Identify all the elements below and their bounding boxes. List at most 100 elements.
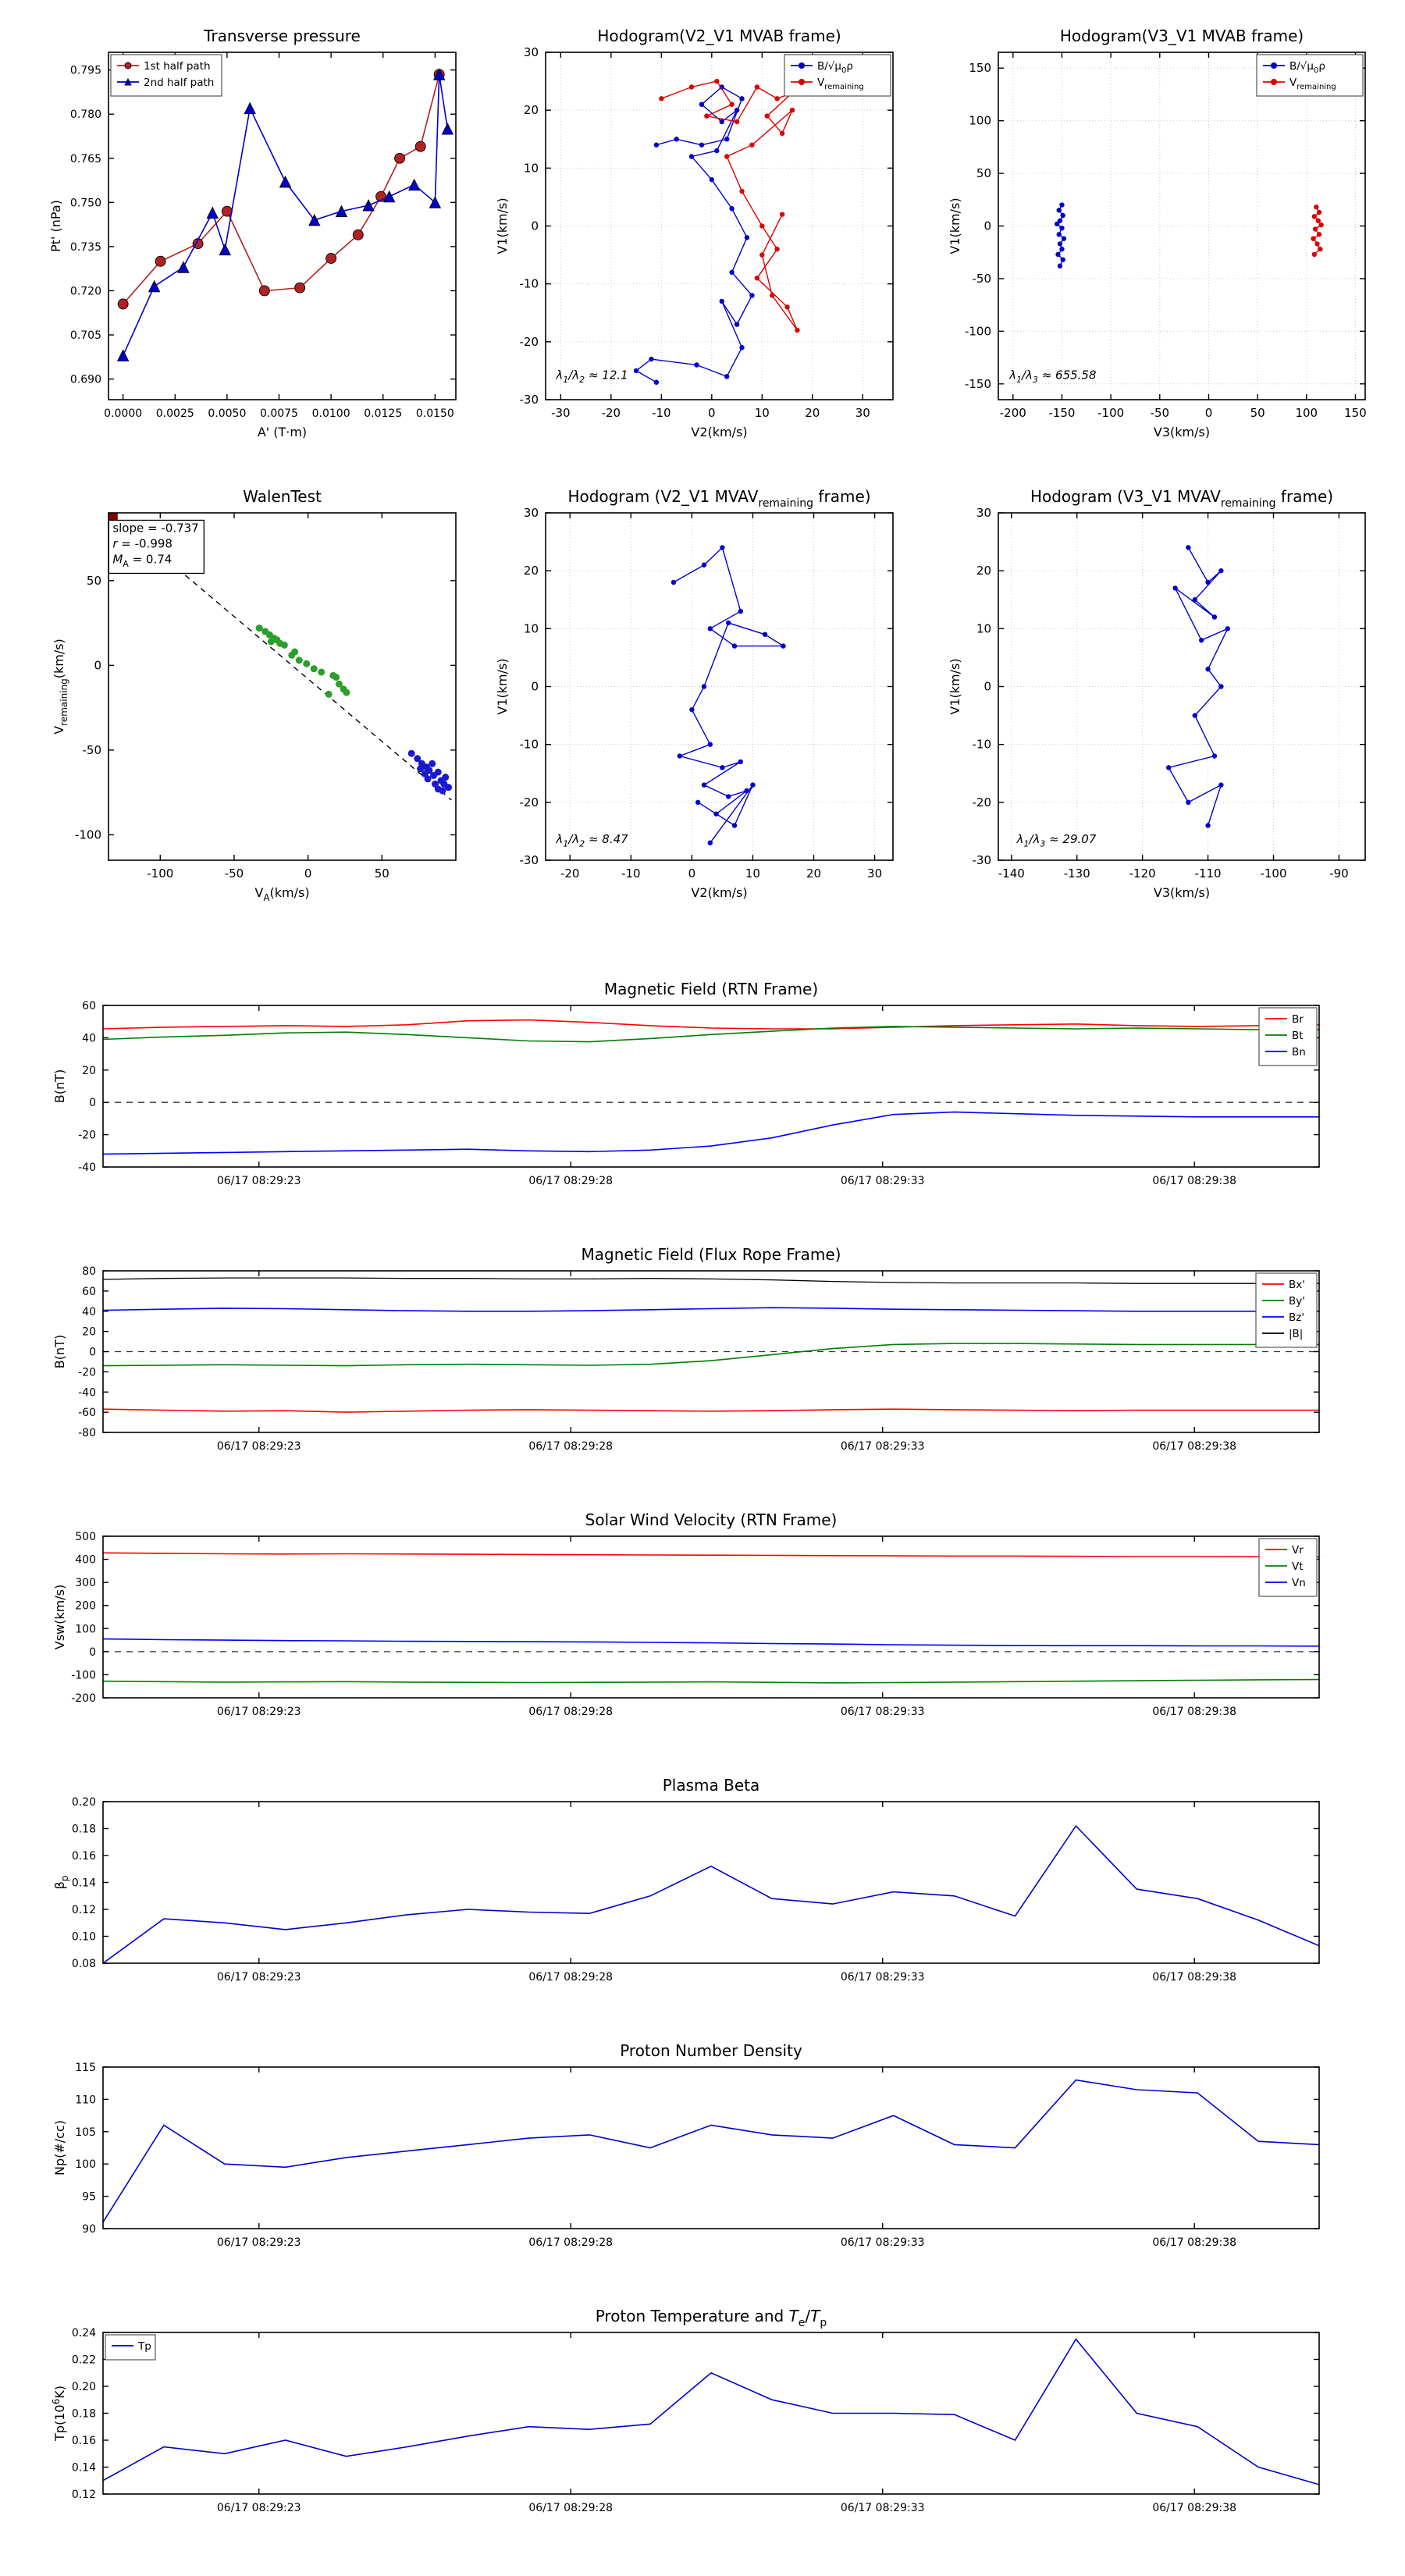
svg-text:30: 30: [524, 506, 539, 520]
svg-text:0.750: 0.750: [70, 197, 101, 209]
svg-text:40: 40: [82, 1306, 96, 1318]
svg-text:20: 20: [805, 406, 820, 420]
svg-text:-90: -90: [1329, 866, 1349, 881]
svg-text:-10: -10: [973, 738, 992, 752]
svg-text:06/17 08:29:33: 06/17 08:29:33: [841, 1440, 925, 1453]
svg-text:0.14: 0.14: [72, 2462, 96, 2475]
svg-text:-140: -140: [998, 866, 1025, 881]
plasma-beta-plot: 06/17 08:29:23 06/17 08:29:28 06/17 08:29:…: [52, 1776, 1320, 1984]
svg-text:06/17 08:29:38: 06/17 08:29:38: [1152, 1440, 1236, 1453]
vsw-rtn-plot: 06/17 08:29:23 06/17 08:29:28 06/17 08:29:…: [52, 1510, 1320, 1718]
svg-text:0.705: 0.705: [70, 329, 101, 342]
svg-text:100: 100: [75, 2158, 96, 2171]
svg-text:06/17 08:29:23: 06/17 08:29:23: [217, 1706, 301, 1718]
svg-text:V1(km/s): V1(km/s): [495, 658, 510, 714]
svg-text:20: 20: [82, 1065, 96, 1077]
svg-text:Proton Number Density: Proton Number Density: [620, 2041, 802, 2060]
svg-text:0.0000: 0.0000: [104, 407, 142, 420]
svg-text:06/17 08:29:33: 06/17 08:29:33: [841, 1971, 925, 1984]
svg-text:100: 100: [969, 114, 991, 128]
svg-text:λ1/λ2 ≈ 8.47: λ1/λ2 ≈ 8.47: [555, 832, 628, 849]
svg-text:-200: -200: [71, 1692, 96, 1705]
svg-text:06/17 08:29:23: 06/17 08:29:23: [217, 2236, 301, 2249]
svg-text:-30: -30: [973, 853, 992, 867]
svg-text:MA = 0.74: MA = 0.74: [112, 552, 172, 569]
svg-text:10: 10: [524, 621, 539, 635]
svg-text:0.24: 0.24: [72, 2327, 96, 2339]
proton-density-plot: 06/17 08:29:23 06/17 08:29:28 06/17 08:29:…: [52, 2041, 1320, 2249]
svg-text:0.0050: 0.0050: [208, 407, 246, 420]
svg-text:06/17 08:29:38: 06/17 08:29:38: [1152, 2502, 1236, 2514]
svg-text:0: 0: [89, 1097, 96, 1109]
svg-text:Vremaining: Vremaining: [817, 76, 864, 91]
svg-text:V1(km/s): V1(km/s): [948, 658, 962, 714]
svg-text:-50: -50: [973, 272, 992, 286]
svg-text:0: 0: [304, 866, 312, 881]
svg-text:60: 60: [82, 1286, 96, 1298]
svg-text:06/17 08:29:28: 06/17 08:29:28: [528, 1706, 613, 1718]
svg-text:40: 40: [82, 1032, 96, 1044]
svg-text:slope = -0.737: slope = -0.737: [112, 521, 198, 535]
svg-text:0.765: 0.765: [70, 153, 101, 165]
svg-text:Vremaining: Vremaining: [1289, 76, 1336, 91]
svg-text:20: 20: [806, 866, 821, 881]
svg-text:0: 0: [89, 1646, 96, 1659]
svg-text:20: 20: [524, 103, 539, 117]
svg-text:-10: -10: [520, 277, 539, 291]
svg-text:Magnetic Field (RTN Frame): Magnetic Field (RTN Frame): [604, 980, 818, 998]
svg-text:200: 200: [75, 1600, 96, 1613]
svg-text:06/17 08:29:38: 06/17 08:29:38: [1152, 2236, 1236, 2249]
svg-text:20: 20: [976, 564, 991, 578]
svg-text:0: 0: [89, 1347, 96, 1359]
svg-text:90: 90: [82, 2223, 96, 2236]
svg-text:0: 0: [1205, 406, 1213, 420]
svg-text:50: 50: [375, 866, 389, 881]
svg-text:0.08: 0.08: [72, 1958, 96, 1970]
hodogram-v3v1-mvab-plot: -200 -150 -100 -50 0 50 100 150 -150 -100 -50 0 50 10…: [948, 27, 1367, 439]
bfield-fluxrope-plot: 06/17 08:29:23 06/17 08:29:28 06/17 08:29:…: [52, 1245, 1320, 1453]
hodogram-v2v1-mvab-plot: -30 -20 -10 0 10 20 30 -30 -20 -10 0 10 20 30 Hodogram…: [495, 27, 894, 439]
svg-text:-10: -10: [621, 866, 641, 881]
svg-text:Bx': Bx': [1289, 1279, 1305, 1291]
svg-text:A' (T·m): A' (T·m): [258, 425, 307, 439]
svg-text:0.795: 0.795: [70, 65, 101, 77]
svg-text:06/17 08:29:33: 06/17 08:29:33: [841, 2236, 925, 2249]
svg-text:Proton Temperature and Te/Tp: Proton Temperature and Te/Tp: [596, 2307, 827, 2329]
svg-text:λ1/λ3 ≈ 29.07: λ1/λ3 ≈ 29.07: [1016, 832, 1097, 849]
svg-text:-130: -130: [1064, 866, 1090, 881]
svg-text:Pt' (nPa): Pt' (nPa): [48, 200, 63, 252]
svg-text:150: 150: [969, 61, 991, 75]
svg-text:115: 115: [75, 2062, 96, 2074]
svg-text:Tp: Tp: [137, 2340, 151, 2353]
svg-text:300: 300: [75, 1577, 96, 1589]
svg-text:30: 30: [867, 866, 882, 881]
svg-text:0: 0: [984, 680, 991, 694]
svg-text:-30: -30: [551, 406, 571, 420]
bfield-rtn-plot: 06/17 08:29:23 06/17 08:29:28 06/17 08:29:…: [52, 980, 1320, 1187]
svg-text:06/17 08:29:23: 06/17 08:29:23: [217, 1175, 301, 1187]
svg-text:βp: βp: [52, 1876, 70, 1890]
svg-text:30: 30: [524, 45, 539, 59]
svg-text:0: 0: [984, 219, 991, 233]
svg-text:0: 0: [688, 866, 696, 881]
svg-text:-20: -20: [520, 795, 539, 809]
svg-text:20: 20: [524, 564, 539, 578]
svg-text:-20: -20: [560, 866, 580, 881]
transverse-pressure-plot: 0.0000 0.0025 0.0050 0.0075 0.0100 0.0125 0.01…: [48, 27, 457, 439]
svg-text:06/17 08:29:38: 06/17 08:29:38: [1152, 1706, 1236, 1718]
svg-text:Br: Br: [1292, 1013, 1304, 1026]
svg-text:06/17 08:29:23: 06/17 08:29:23: [217, 1440, 301, 1453]
svg-text:Vr: Vr: [1292, 1544, 1304, 1557]
svg-text:95: 95: [82, 2191, 96, 2204]
hodogram-v2v1-mvavr-plot: -20 -10 0 10 20 30 -30 -20 -10 0 10 20 30 Hodogram (V…: [495, 487, 894, 900]
svg-text:0: 0: [531, 219, 539, 233]
svg-text:500: 500: [75, 1531, 96, 1543]
svg-text:Hodogram (V2_V1 MVAVremaining: Hodogram (V2_V1 MVAVremaining frame): [567, 487, 870, 510]
svg-text:B(nT): B(nT): [52, 1335, 67, 1368]
svg-text:-200: -200: [1000, 406, 1026, 420]
chart-proton-temperature: 06/17 08:29:23 06/17 08:29:28 06/17 08:29:…: [47, 2303, 1327, 2537]
svg-text:-50: -50: [83, 743, 102, 757]
svg-text:λ1/λ3 ≈ 655.58: λ1/λ3 ≈ 655.58: [1008, 368, 1096, 385]
svg-text:10: 10: [976, 621, 991, 635]
